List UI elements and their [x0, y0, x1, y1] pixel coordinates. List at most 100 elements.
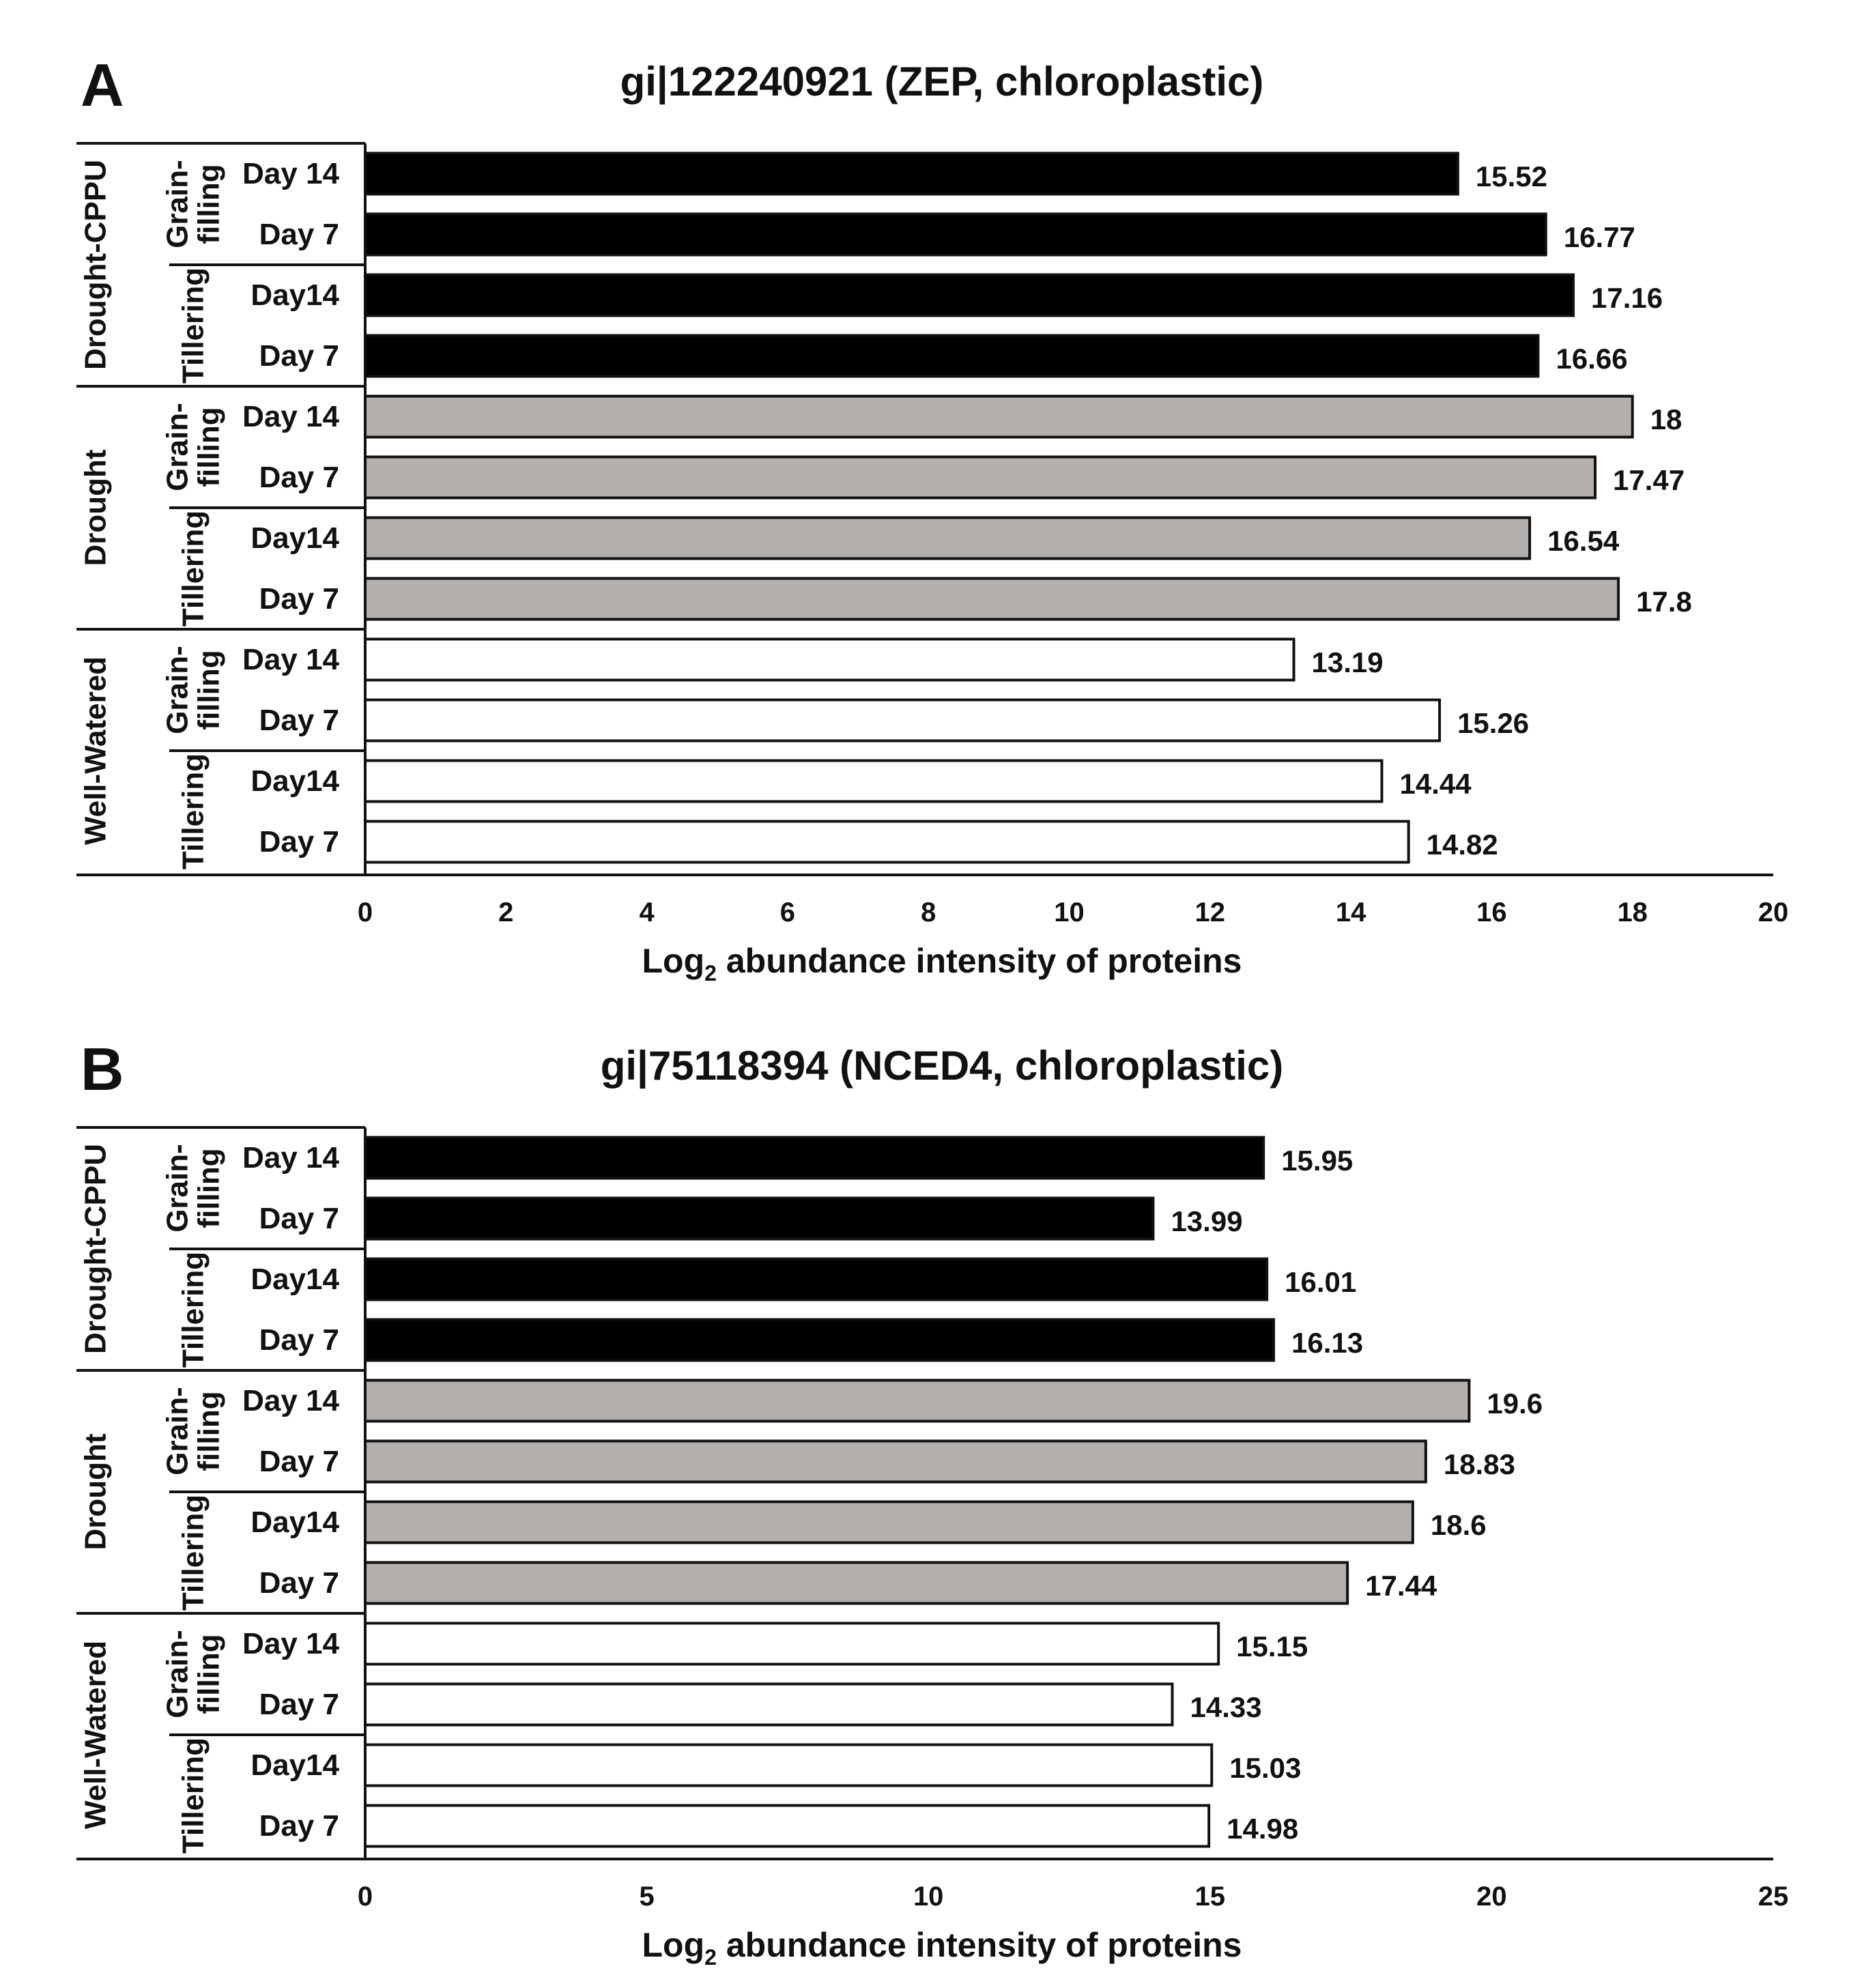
bar-drought-cppu-b — [364, 1136, 1265, 1180]
bar-well-watered-b — [364, 1682, 1174, 1727]
x-tick-label-b: 25 — [1758, 1882, 1789, 1912]
bar-drought-cppu-a — [364, 152, 1459, 196]
x-tick-label-b: 10 — [913, 1882, 944, 1912]
stage-label-drought-cppu-a: Grain- — [161, 160, 195, 248]
stage-label-drought-cppu-a: filling — [192, 164, 226, 244]
data-label-a: 16.66 — [1556, 343, 1627, 375]
x-tick-label-a: 16 — [1476, 897, 1507, 927]
x-tick-label-b: 15 — [1195, 1882, 1226, 1912]
chart-title-b: gi|75118394 (NCED4, chloroplastic) — [601, 1043, 1284, 1089]
stage-label-drought-cppu-b: Grain- — [161, 1144, 195, 1233]
stage-label-drought-a: Grain- — [161, 403, 195, 491]
treatment-label-well-watered-b: Well-Watered — [79, 1641, 113, 1829]
stage-label-drought-a: Tillering — [177, 510, 210, 626]
bar-well-watered-b — [364, 1804, 1211, 1848]
data-label-b: 15.15 — [1236, 1630, 1308, 1662]
data-label-a: 17.8 — [1636, 586, 1692, 618]
bar-well-watered-b — [364, 1622, 1220, 1666]
day-label-b: Day 7 — [259, 1202, 339, 1235]
day-label-a: Day 7 — [259, 218, 339, 251]
stage-label-drought-cppu-b: Tillering — [177, 1252, 210, 1368]
day-label-a: Day14 — [250, 764, 339, 798]
bar-drought-a — [364, 516, 1532, 560]
day-label-a: Day 7 — [259, 704, 339, 737]
day-label-a: Day 7 — [259, 461, 339, 494]
x-tick-label-a: 6 — [780, 897, 795, 927]
stage-label-drought-b: Tillering — [177, 1495, 210, 1611]
data-label-a: 14.82 — [1427, 829, 1498, 861]
stage-label-well-watered-a: Grain- — [161, 646, 195, 734]
day-label-a: Day14 — [250, 278, 339, 312]
x-tick-label-a: 20 — [1758, 897, 1789, 927]
treatment-label-drought-cppu-a: Drought-CPPU — [79, 160, 113, 370]
bar-drought-cppu-a — [364, 273, 1575, 317]
panel-letter-b: B — [81, 1035, 124, 1103]
stage-label-drought-b: filling — [192, 1391, 226, 1471]
bar-drought-cppu-b — [364, 1257, 1269, 1301]
data-label-b: 14.98 — [1227, 1813, 1298, 1845]
data-label-a: 15.26 — [1457, 707, 1529, 739]
data-label-b: 18.83 — [1444, 1448, 1515, 1480]
day-label-a: Day 7 — [259, 339, 339, 373]
x-tick-label-a: 14 — [1336, 897, 1366, 927]
stage-label-well-watered-b: Tillering — [177, 1738, 210, 1854]
day-label-a: Day 14 — [242, 643, 339, 676]
data-label-b: 14.33 — [1190, 1691, 1262, 1723]
bar-well-watered-a — [364, 637, 1295, 682]
day-label-b: Day 14 — [242, 1141, 339, 1175]
day-label-b: Day 7 — [259, 1809, 339, 1843]
bar-drought-b — [364, 1561, 1349, 1605]
stage-label-drought-cppu-a: Tillering — [177, 268, 210, 384]
x-tick-label-a: 18 — [1617, 897, 1648, 927]
data-label-b: 15.03 — [1229, 1752, 1301, 1784]
data-label-a: 17.16 — [1591, 282, 1663, 314]
data-label-a: 14.44 — [1399, 768, 1472, 800]
day-label-b: Day14 — [250, 1263, 339, 1296]
data-label-b: 16.01 — [1285, 1266, 1356, 1298]
day-label-a: Day 7 — [259, 825, 339, 859]
bar-drought-cppu-b — [364, 1318, 1276, 1362]
day-label-b: Day 7 — [259, 1566, 339, 1600]
day-label-b: Day 14 — [242, 1384, 339, 1417]
bar-drought-cppu-b — [364, 1196, 1155, 1241]
data-label-b: 15.95 — [1281, 1144, 1353, 1177]
stage-label-well-watered-b: Grain- — [161, 1630, 195, 1718]
bar-drought-a — [364, 455, 1597, 500]
data-label-b: 19.6 — [1487, 1387, 1543, 1420]
bar-drought-a — [364, 577, 1620, 621]
x-tick-label-b: 5 — [639, 1882, 654, 1912]
bar-drought-b — [364, 1439, 1427, 1484]
data-label-b: 13.99 — [1171, 1205, 1242, 1237]
treatment-label-drought-cppu-b: Drought-CPPU — [79, 1144, 113, 1354]
bar-drought-cppu-a — [364, 334, 1540, 378]
bar-well-watered-a — [364, 820, 1410, 864]
data-label-a: 16.54 — [1547, 525, 1620, 557]
stage-label-well-watered-a: filling — [192, 650, 226, 730]
day-label-b: Day 7 — [259, 1445, 339, 1478]
x-tick-label-a: 2 — [498, 897, 513, 927]
bar-well-watered-a — [364, 759, 1384, 803]
stage-label-drought-a: filling — [192, 407, 226, 487]
bar-drought-cppu-a — [364, 212, 1547, 257]
x-tick-label-b: 0 — [358, 1882, 373, 1912]
stage-label-drought-cppu-b: filling — [192, 1148, 226, 1228]
x-tick-label-a: 0 — [358, 897, 373, 927]
data-label-b: 16.13 — [1291, 1327, 1363, 1359]
bar-well-watered-a — [364, 698, 1442, 743]
data-label-a: 13.19 — [1312, 646, 1384, 678]
stage-label-drought-b: Grain- — [161, 1387, 195, 1475]
x-tick-label-b: 20 — [1476, 1882, 1507, 1912]
data-label-a: 15.52 — [1476, 160, 1547, 192]
data-label-a: 17.47 — [1613, 464, 1685, 496]
x-tick-label-a: 12 — [1195, 897, 1226, 927]
x-tick-label-a: 8 — [921, 897, 936, 927]
x-tick-label-a: 10 — [1054, 897, 1085, 927]
panel-letter-a: A — [81, 51, 124, 119]
x-tick-label-a: 4 — [639, 897, 655, 927]
bar-drought-b — [364, 1379, 1471, 1423]
day-label-b: Day 14 — [242, 1627, 339, 1660]
day-label-b: Day 7 — [259, 1688, 339, 1721]
